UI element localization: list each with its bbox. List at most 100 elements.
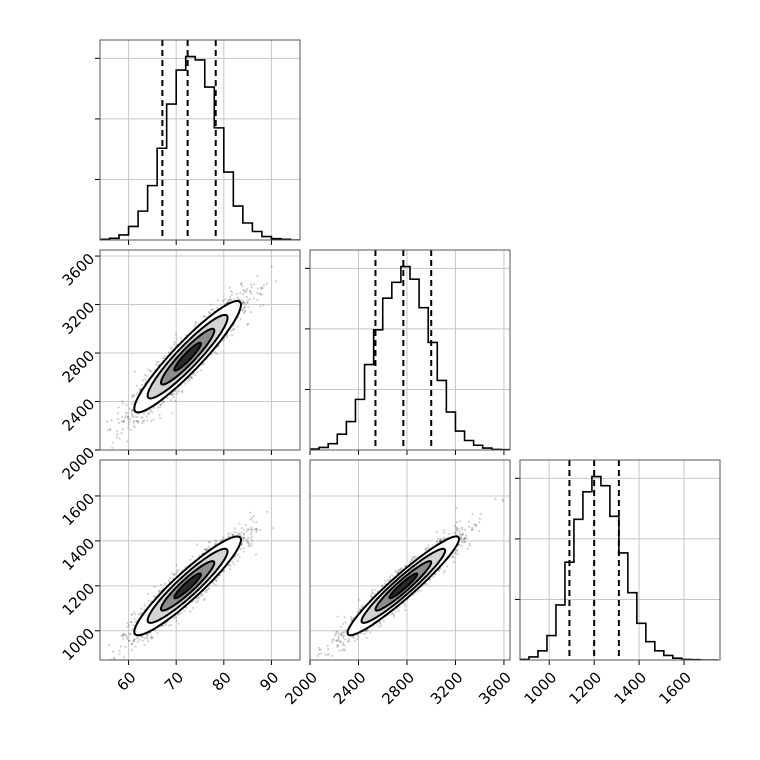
sample-point xyxy=(454,524,457,528)
sample-point xyxy=(336,645,339,648)
sample-point xyxy=(145,415,148,418)
sample-point xyxy=(183,609,186,613)
contour-line-0.5-sigma xyxy=(388,572,419,600)
sample-point xyxy=(439,539,442,542)
sample-point xyxy=(135,384,138,387)
sample-point xyxy=(461,533,464,536)
sample-point xyxy=(373,589,376,592)
sample-point xyxy=(337,632,340,635)
sample-point xyxy=(260,286,263,289)
sample-point xyxy=(140,611,143,614)
contour-line-1.5-sigma xyxy=(146,547,229,624)
sample-point xyxy=(343,644,346,647)
sample-point xyxy=(379,622,382,625)
sample-point xyxy=(239,318,242,321)
sample-point xyxy=(172,393,176,396)
y-tick-label: 1600 xyxy=(59,490,99,530)
sample-point xyxy=(412,557,416,560)
sample-point xyxy=(130,613,133,616)
x-tick-label: 3200 xyxy=(427,668,467,708)
sample-point xyxy=(463,537,467,540)
sample-point xyxy=(342,636,345,639)
sample-point xyxy=(330,654,333,658)
sample-point xyxy=(208,587,211,590)
sample-point xyxy=(135,420,138,423)
sample-point xyxy=(171,411,174,414)
sample-point xyxy=(146,592,150,596)
sample-point xyxy=(453,531,456,534)
sample-point xyxy=(455,529,458,532)
sample-point xyxy=(331,641,334,644)
sample-point xyxy=(429,578,432,581)
sample-point xyxy=(185,606,188,609)
sample-point xyxy=(440,538,443,541)
sample-point xyxy=(376,590,379,593)
sample-point xyxy=(175,564,178,567)
sample-point xyxy=(218,574,221,577)
sample-point xyxy=(318,652,321,656)
sample-point xyxy=(148,412,151,415)
sample-point xyxy=(132,394,135,398)
sample-point xyxy=(339,632,342,635)
sample-point xyxy=(336,638,339,641)
sample-point xyxy=(126,412,129,415)
sample-point xyxy=(261,287,264,290)
sample-point xyxy=(241,284,244,287)
sample-point xyxy=(171,392,174,395)
sample-point xyxy=(219,539,222,543)
sample-point xyxy=(241,537,244,540)
sample-point xyxy=(436,537,439,540)
sample-point xyxy=(246,323,249,326)
x-tick-label: 70 xyxy=(161,668,187,694)
sample-point xyxy=(141,636,144,639)
sample-point xyxy=(169,346,172,349)
sample-point xyxy=(203,597,206,600)
sample-point xyxy=(150,419,153,423)
sample-point xyxy=(452,560,455,564)
sample-point xyxy=(464,536,467,539)
sample-point xyxy=(164,622,167,626)
sample-point xyxy=(253,283,256,286)
sample-point xyxy=(316,654,319,658)
sample-point xyxy=(249,518,252,521)
sample-point xyxy=(126,415,129,418)
y-tick-label: 3600 xyxy=(59,250,99,290)
sample-point xyxy=(239,548,242,551)
sample-point xyxy=(196,371,199,374)
sample-point xyxy=(343,631,346,634)
panel-2-2: 1000 1200 1400 1600 xyxy=(515,459,721,708)
sample-point xyxy=(324,653,327,656)
sample-point xyxy=(205,548,209,551)
sample-point xyxy=(241,536,244,540)
sample-point xyxy=(455,527,458,530)
sample-point xyxy=(231,561,234,564)
sample-point xyxy=(133,613,137,616)
sample-point xyxy=(242,288,245,291)
sample-point xyxy=(118,653,121,656)
sample-point xyxy=(473,523,476,526)
sample-point xyxy=(251,539,254,543)
sample-point xyxy=(411,558,414,561)
sample-point xyxy=(347,640,350,643)
sample-point xyxy=(130,620,133,624)
sample-point xyxy=(251,535,254,538)
sample-point xyxy=(360,632,363,635)
y-tick-label: 1000 xyxy=(59,624,99,664)
sample-point xyxy=(146,419,149,422)
sample-point xyxy=(134,645,137,648)
sample-point xyxy=(171,572,174,575)
sample-point xyxy=(456,549,459,552)
sample-point xyxy=(149,369,152,372)
sample-point xyxy=(242,550,245,553)
sample-point xyxy=(177,389,180,392)
sample-point xyxy=(134,621,137,624)
sample-point xyxy=(432,575,435,579)
sample-point xyxy=(242,311,245,315)
sample-point xyxy=(395,570,398,573)
sample-point xyxy=(464,534,468,537)
sample-point xyxy=(335,639,338,642)
sample-point xyxy=(347,638,350,641)
x-tick-label: 1600 xyxy=(655,668,695,708)
sample-point xyxy=(380,624,383,628)
sample-point xyxy=(416,590,420,593)
